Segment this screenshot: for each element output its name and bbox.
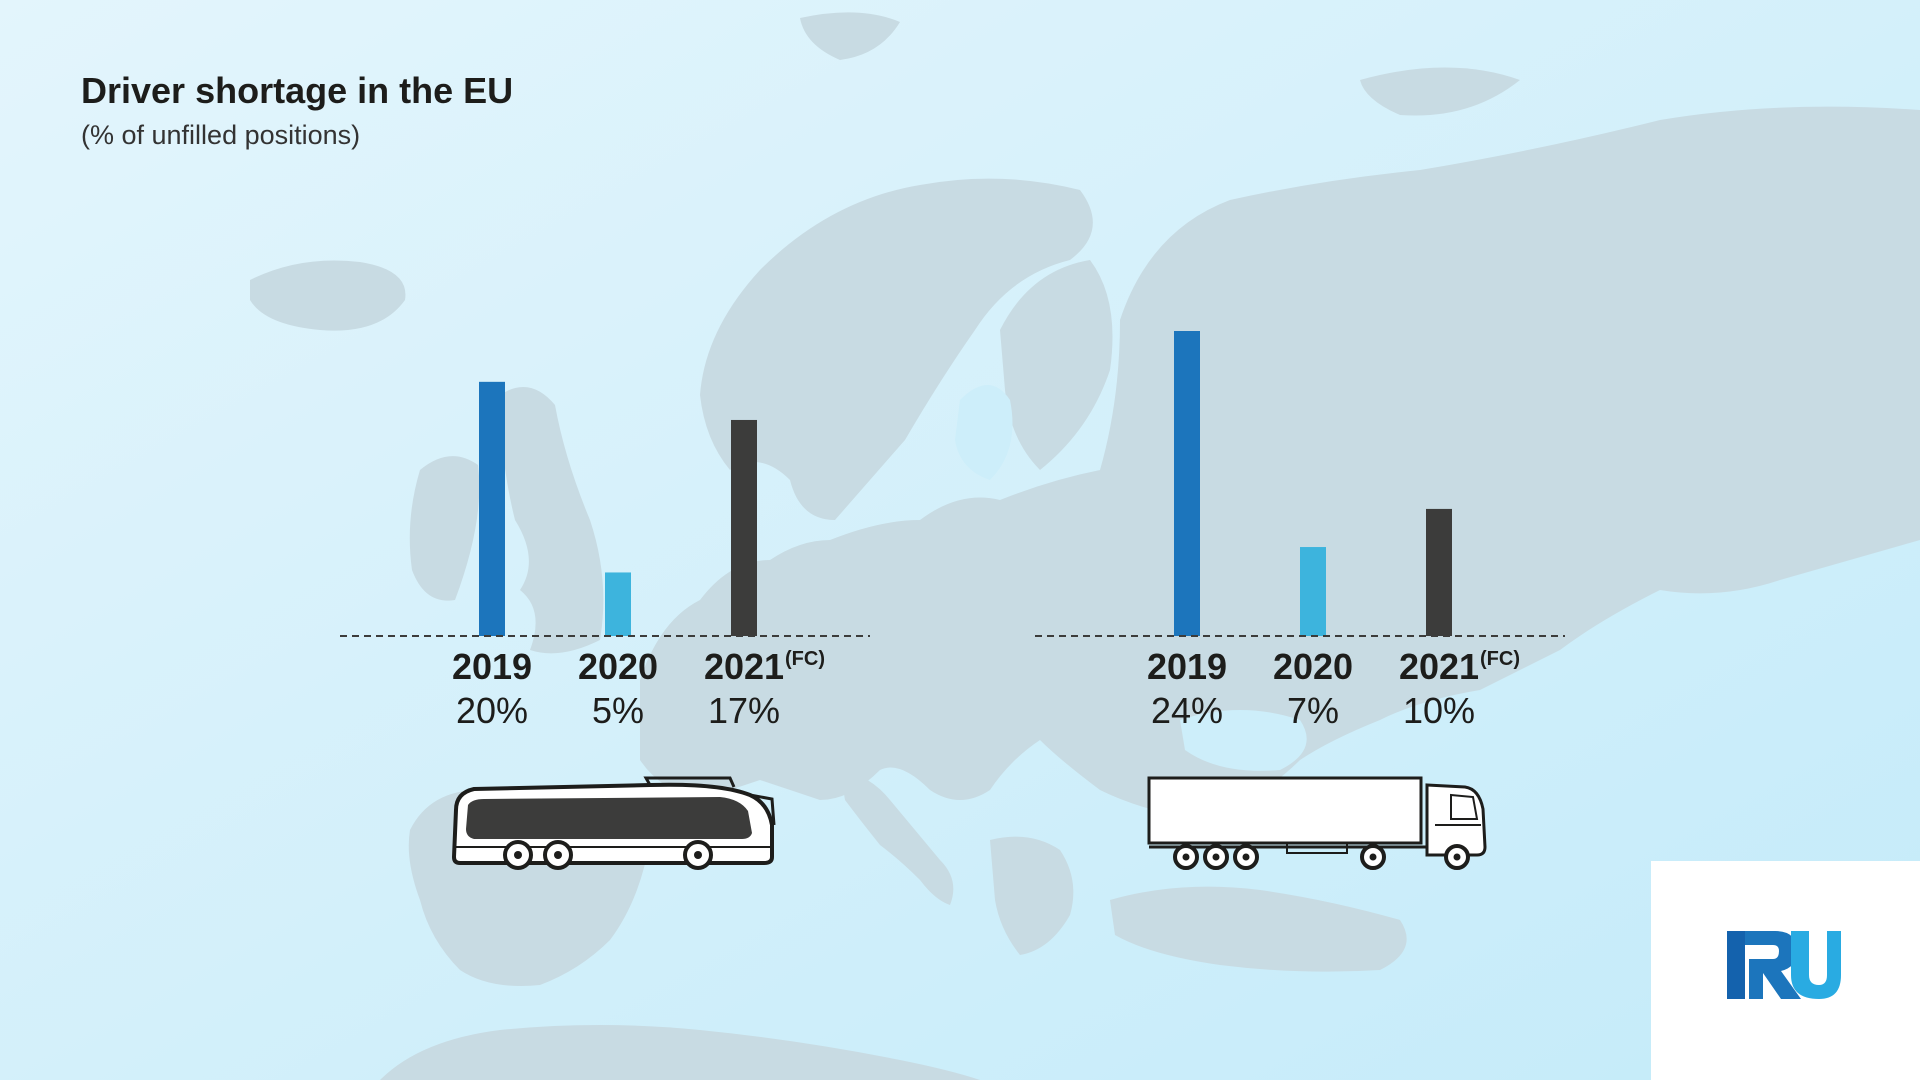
chart-title: Driver shortage in the EU xyxy=(81,70,514,111)
truck-bar-2019 xyxy=(1174,331,1200,636)
bus-bar-2021 xyxy=(731,419,757,636)
truck-year-label-2020: 2020 xyxy=(1273,646,1353,687)
semi-truck-icon xyxy=(1147,776,1487,870)
iru-logo xyxy=(1727,931,1841,999)
coach-bus-icon xyxy=(451,776,776,870)
bus-forecast-marker: (FC) xyxy=(785,648,825,670)
bus-year-label-2021: 2021 xyxy=(704,646,784,687)
logo-panel xyxy=(1651,861,1920,1080)
bus-year-label-2019: 2019 xyxy=(452,646,532,687)
truck-year-label-2021: 2021 xyxy=(1399,646,1479,687)
truck-bar-2020 xyxy=(1300,547,1326,636)
chart-subtitle: (% of unfilled positions) xyxy=(81,120,361,150)
bus-value-label-2019: 20% xyxy=(456,690,528,731)
truck-bar-2021 xyxy=(1426,508,1452,636)
bus-year-label-2020: 2020 xyxy=(578,646,658,687)
bus-value-label-2021: 17% xyxy=(708,690,780,731)
truck-value-label-2019: 24% xyxy=(1151,690,1223,731)
bus-bar-2019 xyxy=(479,381,505,636)
bus-value-label-2020: 5% xyxy=(592,690,644,731)
truck-year-label-2019: 2019 xyxy=(1147,646,1227,687)
bus-bar-2020 xyxy=(605,572,631,636)
truck-value-label-2021: 10% xyxy=(1403,690,1475,731)
truck-value-label-2020: 7% xyxy=(1287,690,1339,731)
truck-forecast-marker: (FC) xyxy=(1480,648,1520,670)
